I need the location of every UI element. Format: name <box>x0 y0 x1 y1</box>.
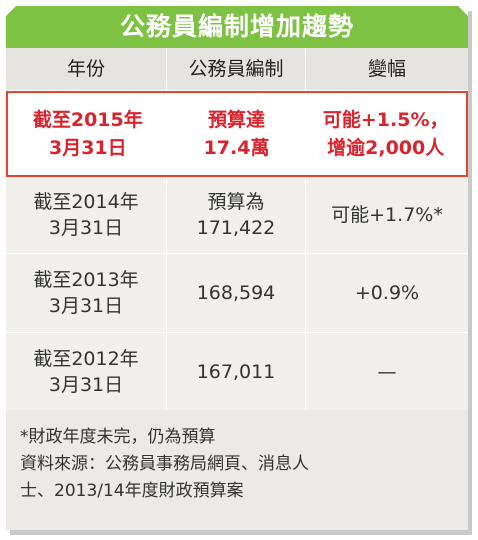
source-line1: 資料來源：公務員事務局網頁、消息人 <box>20 454 309 474</box>
row-change: 可能+1.7%* <box>306 177 468 253</box>
row-staff: 預算為 171,422 <box>167 177 306 253</box>
source-line2: 士、2013/14年度財政預算案 <box>20 481 244 501</box>
table-row: 截至2012年 3月31日 167,011 — <box>6 333 468 412</box>
highlight-staff: 預算達 17.4萬 <box>168 93 306 175</box>
row-staff-line1: 預算為 <box>207 191 265 213</box>
highlight-year: 截至2015年 3月31日 <box>8 93 168 175</box>
highlight-row: 截至2015年 3月31日 預算達 17.4萬 可能+1.5%， 增逾2,000… <box>6 91 468 177</box>
header-staff: 公務員編制 <box>167 48 306 90</box>
row-year-line1: 截至2013年 <box>33 269 139 291</box>
info-card: 公務員編制增加趨勢 年份 公務員編制 變幅 截至2015年 3月31日 預算達 … <box>6 6 468 530</box>
highlight-year-line1: 截至2015年 <box>32 109 143 131</box>
highlight-change-line2: 增逾2,000人 <box>327 137 445 159</box>
row-year-line2: 3月31日 <box>48 374 124 396</box>
row-year-line2: 3月31日 <box>48 295 124 317</box>
card-title: 公務員編制增加趨勢 <box>6 6 468 48</box>
row-year: 截至2012年 3月31日 <box>6 333 167 411</box>
table-header-row: 年份 公務員編制 變幅 <box>6 48 468 91</box>
row-year-line2: 3月31日 <box>48 217 124 239</box>
highlight-year-line2: 3月31日 <box>48 137 127 159</box>
highlight-change-line1: 可能+1.5%， <box>322 109 449 131</box>
row-year-line1: 截至2014年 <box>33 191 139 213</box>
row-year-line1: 截至2012年 <box>33 348 139 370</box>
row-staff: 167,011 <box>167 333 306 411</box>
footnote: *財政年度未完，仍為預算 <box>20 427 216 447</box>
row-year: 截至2013年 3月31日 <box>6 254 167 332</box>
footnote-block: *財政年度未完，仍為預算 資料來源：公務員事務局網頁、消息人 士、2013/14… <box>6 410 468 530</box>
staff-table: 年份 公務員編制 變幅 截至2015年 3月31日 預算達 17.4萬 可能+1… <box>6 48 468 412</box>
header-change: 變幅 <box>306 48 468 90</box>
title-corner-left <box>6 6 16 16</box>
table-row: 截至2013年 3月31日 168,594 +0.9% <box>6 254 468 333</box>
highlight-staff-line1: 預算達 <box>208 109 266 131</box>
row-staff: 168,594 <box>167 254 306 332</box>
row-change: — <box>306 333 468 411</box>
row-staff-line2: 171,422 <box>196 217 276 239</box>
row-year: 截至2014年 3月31日 <box>6 177 167 253</box>
table-row: 截至2014年 3月31日 預算為 171,422 可能+1.7%* <box>6 177 468 254</box>
highlight-staff-line2: 17.4萬 <box>203 137 270 159</box>
highlight-change: 可能+1.5%， 增逾2,000人 <box>305 93 466 175</box>
title-corner-right <box>458 6 468 16</box>
row-change: +0.9% <box>306 254 468 332</box>
header-year: 年份 <box>6 48 167 90</box>
